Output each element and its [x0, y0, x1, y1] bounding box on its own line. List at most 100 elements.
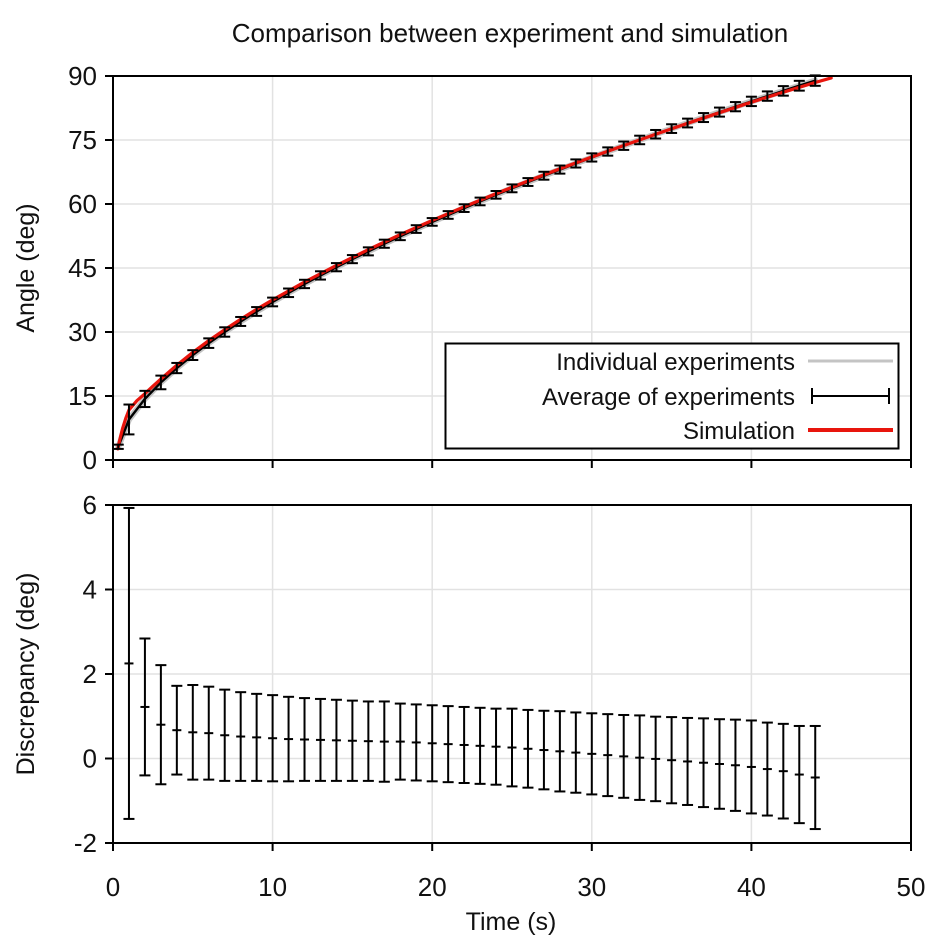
discrepancy-error-bar: [299, 697, 311, 782]
angle-error-bar: [299, 278, 311, 290]
angle-error-bar: [490, 189, 502, 200]
angle-error-bar: [155, 374, 167, 391]
discrepancy-error-bar: [426, 704, 438, 783]
y-axis-label-angle: Angle (deg): [12, 203, 40, 332]
discrepancy-error-bar: [650, 715, 662, 803]
angle-error-bar: [330, 262, 342, 273]
x-tick-label: 20: [418, 872, 447, 902]
discrepancy-error-bar: [809, 724, 821, 831]
discrepancy-error-bar: [777, 722, 789, 820]
discrepancy-error-bar: [713, 718, 725, 810]
discrepancy-error-bar: [346, 699, 358, 782]
discrepancy-error-bar: [570, 711, 582, 794]
angle-error-bar: [538, 170, 550, 181]
discrepancy-error-bar: [171, 684, 183, 776]
discrepancy-error-bar: [554, 710, 566, 793]
angle-error-bar: [346, 254, 358, 265]
angle-error-bar: [522, 177, 534, 187]
y-tick-label: 0: [83, 744, 97, 774]
discrepancy-error-bar: [602, 713, 614, 798]
discrepancy-error-bar: [586, 712, 598, 796]
x-tick-label: 0: [106, 872, 120, 902]
legend-label-average: Average of experiments: [542, 384, 795, 411]
discrepancy-error-bar: [745, 719, 757, 815]
angle-error-bar: [251, 306, 263, 317]
angle-error-bar: [314, 270, 326, 281]
angle-error-bar: [442, 210, 454, 220]
x-tick-label: 40: [737, 872, 766, 902]
legend: Individual experiments Average of experi…: [444, 342, 900, 450]
angle-error-bar: [506, 183, 518, 194]
x-tick-label: 50: [897, 872, 926, 902]
angle-error-bar: [666, 123, 678, 134]
discrepancy-error-bar: [362, 700, 374, 782]
discrepancy-error-bar: [123, 506, 135, 820]
discrepancy-error-bar: [761, 721, 773, 817]
angle-error-bar: [682, 117, 694, 129]
discrepancy-error-bar: [634, 714, 646, 801]
discrepancy-error-bar: [155, 664, 167, 786]
discrepancy-error-bar: [458, 705, 470, 785]
angle-error-bar: [650, 128, 662, 140]
discrepancy-error-bar: [506, 707, 518, 788]
angle-error-bar: [713, 106, 725, 118]
angle-error-bar: [458, 203, 470, 213]
angle-error-bar: [235, 315, 247, 327]
y-tick-label: -2: [74, 828, 97, 858]
discrepancy-error-bar: [538, 709, 550, 791]
angle-error-bar: [267, 296, 279, 308]
angle-error-bar: [203, 337, 215, 349]
discrepancy-plot: 0 10 20 30 40 50 -2 0 2 4 6: [74, 490, 926, 902]
angle-error-bar: [586, 152, 598, 163]
angle-error-bar: [123, 403, 135, 436]
y-tick-label: 0: [83, 445, 97, 475]
angle-error-bar: [410, 224, 422, 234]
angle-error-bar: [394, 231, 406, 242]
discrepancy-error-bar: [666, 716, 678, 805]
angle-error-bar: [570, 158, 582, 169]
discrepancy-error-bar: [490, 707, 502, 786]
angle-error-bar: [112, 443, 124, 450]
x-axis-label-time: Time (s): [466, 908, 557, 936]
discrepancy-error-bar: [442, 705, 454, 784]
angle-plot: 0 15 30 45 60 75 90: [68, 61, 912, 475]
angle-error-bar: [474, 196, 486, 207]
angle-error-bar: [729, 101, 741, 113]
angle-error-bar: [602, 146, 614, 157]
discrepancy-error-bar: [618, 713, 630, 799]
angle-error-bar: [618, 140, 630, 151]
angle-error-bar: [426, 217, 438, 227]
discrepancy-error-bar: [394, 702, 406, 781]
x-tick-label: 30: [577, 872, 606, 902]
angle-error-bar: [745, 95, 757, 108]
angle-error-bar: [777, 85, 789, 97]
discrepancy-error-bar: [474, 706, 486, 785]
angle-error-bar: [219, 326, 231, 338]
angle-error-bar: [378, 238, 390, 249]
angle-error-bar: [362, 246, 374, 257]
angle-error-bar: [793, 79, 805, 92]
legend-label-simulation: Simulation: [683, 418, 795, 445]
y-tick-label: 75: [68, 125, 97, 155]
legend-label-individual: Individual experiments: [556, 349, 795, 376]
discrepancy-error-bar: [330, 698, 342, 782]
angle-error-bar: [171, 361, 183, 375]
discrepancy-error-bar: [682, 716, 694, 806]
y-tick-label: 4: [83, 575, 97, 605]
discrepancy-error-bar: [139, 637, 151, 777]
angle-error-bar: [698, 112, 710, 124]
discrepancy-error-bar: [187, 683, 199, 781]
discrepancy-error-bar: [378, 700, 390, 783]
y-tick-label: 60: [68, 189, 97, 219]
x-tick-label: 10: [258, 872, 287, 902]
legend-sample-errorbar: [811, 388, 890, 404]
angle-error-bar: [761, 90, 773, 102]
angle-error-bar: [187, 349, 199, 361]
discrepancy-error-bar: [793, 724, 805, 825]
discrepancy-error-bar: [410, 703, 422, 782]
discrepancy-error-bar: [729, 718, 741, 812]
discrepancy-error-bar: [522, 708, 534, 789]
discrepancy-error-bar: [235, 691, 247, 782]
y-tick-label: 2: [83, 659, 97, 689]
